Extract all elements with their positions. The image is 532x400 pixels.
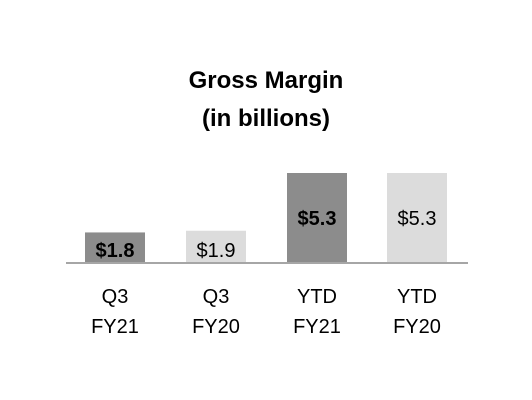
x-tick-label-2-1: FY21	[293, 316, 341, 338]
x-tick-label-1-0: Q3	[203, 286, 230, 308]
x-tick-label-1-1: FY20	[192, 316, 240, 338]
x-tick-label-3-1: FY20	[393, 316, 441, 338]
bar-group: $1.8 $1.9 $5.3 $5.3	[85, 173, 447, 263]
x-tick-label-0-0: Q3	[102, 286, 129, 308]
chart-title: Gross Margin	[189, 67, 344, 94]
data-label-2: $5.3	[298, 208, 337, 230]
bar-1	[186, 230, 246, 263]
x-tick-label-2-0: YTD	[297, 286, 337, 308]
x-tick-label-3-0: YTD	[397, 286, 437, 308]
chart-subtitle: (in billions)	[202, 105, 330, 132]
x-tick-label-0-1: FY21	[91, 316, 139, 338]
x-axis-ticks: Q3 FY21 Q3 FY20 YTD FY21 YTD FY20	[91, 286, 441, 338]
data-label-1: $1.9	[197, 240, 236, 262]
data-label-0: $1.8	[96, 240, 135, 262]
bar-3	[387, 173, 447, 263]
bar-2	[287, 173, 347, 263]
bar-0	[85, 232, 145, 263]
data-label-3: $5.3	[398, 208, 437, 230]
